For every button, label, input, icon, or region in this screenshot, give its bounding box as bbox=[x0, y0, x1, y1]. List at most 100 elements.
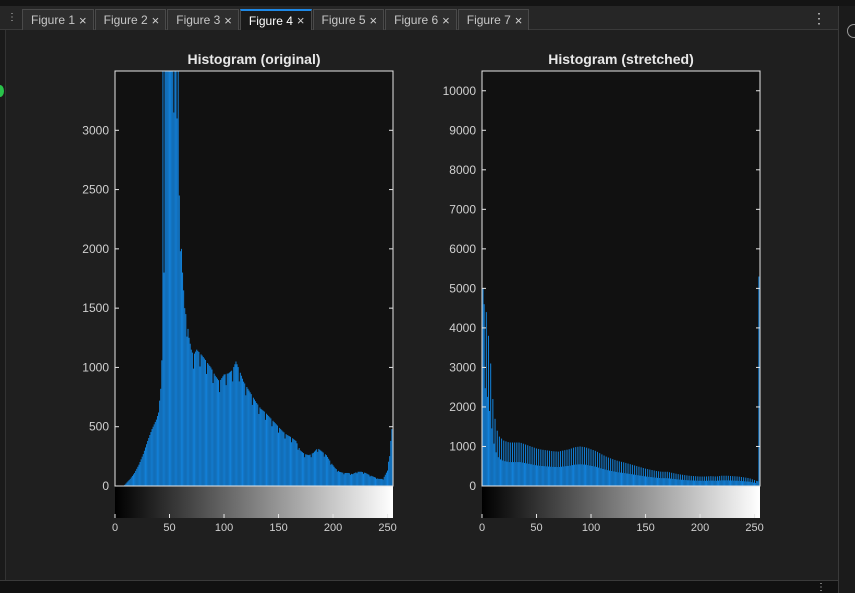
tab-figure-7[interactable]: Figure 7 × bbox=[457, 9, 530, 30]
histogram-bar bbox=[662, 471, 664, 486]
histogram-bar bbox=[589, 465, 591, 486]
histogram-bar bbox=[354, 472, 356, 486]
tab-label: Figure 7 bbox=[466, 13, 511, 27]
histogram-bar bbox=[207, 362, 209, 486]
tab-figure-5[interactable]: Figure 5 × bbox=[312, 9, 385, 30]
histogram-bar bbox=[668, 472, 670, 486]
histogram-bar bbox=[128, 480, 130, 486]
close-icon[interactable]: × bbox=[514, 12, 523, 28]
histogram-bar bbox=[183, 290, 185, 486]
histogram-bar bbox=[758, 276, 760, 486]
histogram-bar bbox=[493, 443, 495, 486]
x-tick-label: 0 bbox=[479, 522, 485, 534]
histogram-bar bbox=[622, 472, 624, 486]
kebab-menu-icon[interactable]: ⋮ bbox=[812, 10, 826, 26]
histogram-bar bbox=[563, 466, 565, 486]
histogram-bar bbox=[695, 476, 697, 486]
y-tick-label: 3000 bbox=[449, 360, 476, 374]
tab-figure-4[interactable]: Figure 4 × bbox=[239, 9, 312, 30]
histogram-bar bbox=[340, 472, 342, 486]
histogram-bar bbox=[282, 431, 284, 486]
histogram-bar bbox=[599, 453, 601, 486]
histogram-bar bbox=[305, 454, 307, 486]
histogram-bar bbox=[709, 480, 711, 486]
histogram-bar bbox=[264, 419, 266, 486]
histogram-bar bbox=[582, 464, 584, 486]
histogram-bar bbox=[518, 442, 520, 486]
histogram-bar bbox=[718, 480, 720, 486]
tab-figure-1[interactable]: Figure 1 × bbox=[22, 9, 94, 30]
histogram-bar bbox=[482, 288, 484, 486]
close-icon[interactable]: × bbox=[224, 12, 232, 28]
y-tick-label: 5000 bbox=[449, 281, 476, 295]
histogram-bar bbox=[150, 432, 152, 486]
histogram-bar bbox=[161, 360, 163, 486]
tab-figure-3[interactable]: Figure 3 × bbox=[167, 9, 239, 30]
close-icon[interactable]: × bbox=[79, 12, 87, 28]
histogram-bar bbox=[654, 477, 656, 486]
histogram-bar bbox=[385, 472, 387, 486]
axes-frame bbox=[481, 70, 761, 487]
histogram-bar bbox=[204, 360, 206, 486]
kebab-menu-icon[interactable]: ⋮ bbox=[816, 582, 826, 593]
histogram-bar bbox=[649, 469, 651, 486]
histogram-bar bbox=[166, 71, 168, 486]
histogram-bar bbox=[521, 462, 523, 486]
histogram-bar bbox=[723, 475, 725, 486]
histogram-bar bbox=[345, 472, 347, 486]
histogram-bar bbox=[219, 392, 221, 486]
histogram-bar bbox=[549, 450, 551, 486]
close-icon[interactable]: × bbox=[369, 12, 378, 28]
histogram-bar bbox=[496, 430, 498, 486]
histogram-bar bbox=[604, 469, 606, 486]
histogram-bar bbox=[755, 482, 757, 486]
histogram-bar bbox=[216, 378, 218, 486]
histogram-bar bbox=[126, 482, 128, 486]
histogram-bar bbox=[485, 312, 487, 486]
histogram-bar bbox=[558, 466, 560, 486]
histogram-bar bbox=[516, 442, 518, 486]
histogram-bar bbox=[236, 364, 238, 486]
histogram-bar bbox=[261, 409, 263, 486]
histogram-bar bbox=[155, 419, 157, 486]
histogram-bar bbox=[187, 328, 189, 486]
histogram-bar bbox=[665, 478, 667, 486]
histogram-bar bbox=[483, 304, 485, 486]
histogram-bar bbox=[545, 466, 547, 486]
histogram-bar bbox=[592, 450, 594, 486]
histogram-bar bbox=[185, 314, 187, 486]
histogram-bar bbox=[389, 456, 391, 486]
histogram-bar bbox=[357, 471, 359, 486]
histogram-bar bbox=[125, 483, 127, 486]
histogram-bar bbox=[339, 471, 341, 486]
histogram-bar bbox=[748, 481, 750, 486]
histogram-bar bbox=[283, 432, 285, 486]
histogram-bar bbox=[612, 459, 614, 486]
histogram-bar bbox=[530, 464, 532, 486]
histogram-bar bbox=[629, 464, 631, 486]
histogram-bar bbox=[138, 464, 140, 486]
histogram-bar bbox=[144, 447, 146, 486]
tab-figure-6[interactable]: Figure 6 × bbox=[385, 9, 457, 30]
close-icon[interactable]: × bbox=[296, 13, 305, 28]
histogram-bar bbox=[601, 454, 603, 486]
x-tick-label: 250 bbox=[745, 522, 763, 534]
histogram-bar bbox=[225, 385, 227, 486]
y-tick-label: 500 bbox=[89, 420, 109, 434]
histogram-bar bbox=[255, 401, 257, 486]
panel-toggle-icon[interactable] bbox=[847, 24, 855, 38]
histogram-bar bbox=[541, 466, 543, 486]
tab-list-icon[interactable]: ⋮ bbox=[7, 12, 17, 23]
histogram-bar bbox=[289, 436, 291, 486]
close-icon[interactable]: × bbox=[151, 12, 160, 28]
histogram-bar bbox=[177, 71, 179, 486]
histogram-bar bbox=[484, 388, 486, 486]
close-icon[interactable]: × bbox=[442, 12, 450, 28]
tab-figure-2[interactable]: Figure 2 × bbox=[94, 9, 167, 30]
histogram-bar bbox=[578, 464, 580, 486]
histogram-bar bbox=[316, 449, 318, 486]
histogram-bar bbox=[544, 450, 546, 486]
histogram-bar bbox=[507, 442, 509, 486]
histogram-bar bbox=[696, 480, 698, 486]
axes-frame bbox=[114, 70, 394, 487]
